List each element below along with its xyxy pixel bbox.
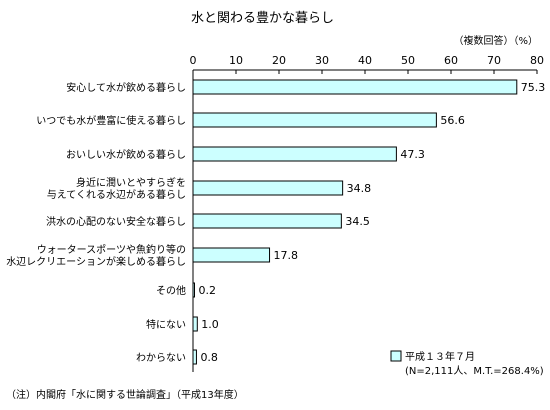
- category-label: 洪水の心配のない安全な暮らし: [46, 215, 186, 228]
- bar: [192, 349, 197, 365]
- value-labels: 75.3 56.6 47.3 34.8 34.5 17.8 0.2 1.0 0.8: [199, 81, 546, 364]
- bar: [192, 316, 198, 332]
- value-label: 56.6: [440, 114, 465, 127]
- legend-label: 平成１３年７月: [405, 350, 475, 363]
- category-label: 水辺レクリエーションが楽しめる暮らし: [6, 255, 186, 268]
- category-label: その他: [156, 284, 186, 297]
- legend: 平成１３年７月 (N=2,111人、M.T.=268.4%): [390, 350, 544, 377]
- x-tick-label: 70: [487, 54, 501, 67]
- category-label: いつでも水が豊富に使える暮らし: [36, 114, 186, 127]
- bar: [192, 282, 195, 298]
- unit-label: （複数回答）（%）: [453, 34, 538, 47]
- x-tick-label: 60: [444, 54, 458, 67]
- x-tick-label: 20: [272, 54, 286, 67]
- value-label: 34.8: [347, 182, 372, 195]
- x-tick-label: 80: [530, 54, 544, 67]
- value-label: 47.3: [400, 148, 425, 161]
- bar: [192, 213, 342, 229]
- chart-title: 水と関わる豊かな暮らし: [191, 11, 334, 26]
- category-label: おいしい水が飲める暮らし: [66, 148, 186, 161]
- bar: [192, 112, 437, 128]
- x-tick-label: 30: [315, 54, 329, 67]
- x-tick-label: 40: [358, 54, 372, 67]
- category-label: 与えてくれる水辺がある暮らし: [47, 188, 186, 201]
- category-label: 特にない: [146, 319, 186, 331]
- x-tick-label: 0: [190, 54, 197, 67]
- legend-detail: (N=2,111人、M.T.=268.4%): [405, 365, 544, 377]
- value-label: 34.5: [345, 215, 370, 228]
- source-note: （注）内閣府「水に関する世論調査」（平成13年度）: [6, 388, 244, 401]
- bars: [192, 79, 518, 365]
- category-labels: 安心して水が飲める暮らしいつでも水が豊富に使える暮らしおいしい水が飲める暮らし身…: [6, 81, 186, 364]
- x-tick-label: 10: [229, 54, 243, 67]
- x-tick-label: 50: [401, 54, 415, 67]
- value-label: 75.3: [521, 81, 546, 94]
- value-label: 0.8: [200, 351, 218, 364]
- value-label: 17.8: [274, 249, 299, 262]
- value-label: 1.0: [201, 318, 219, 331]
- bar: [192, 79, 518, 95]
- category-label: 身近に潤いとやすらぎを: [76, 176, 186, 189]
- x-axis-ticks: 0 10 20 30 40 50 60 70 80: [190, 54, 544, 74]
- bar: [192, 180, 344, 196]
- bar: [192, 146, 397, 162]
- category-label: ウォータースポーツや魚釣り等の: [37, 243, 186, 256]
- legend-swatch: [390, 350, 402, 362]
- category-label: 安心して水が飲める暮らし: [66, 81, 186, 94]
- category-label: わからない: [136, 352, 186, 364]
- value-label: 0.2: [199, 284, 217, 297]
- bar: [192, 247, 271, 263]
